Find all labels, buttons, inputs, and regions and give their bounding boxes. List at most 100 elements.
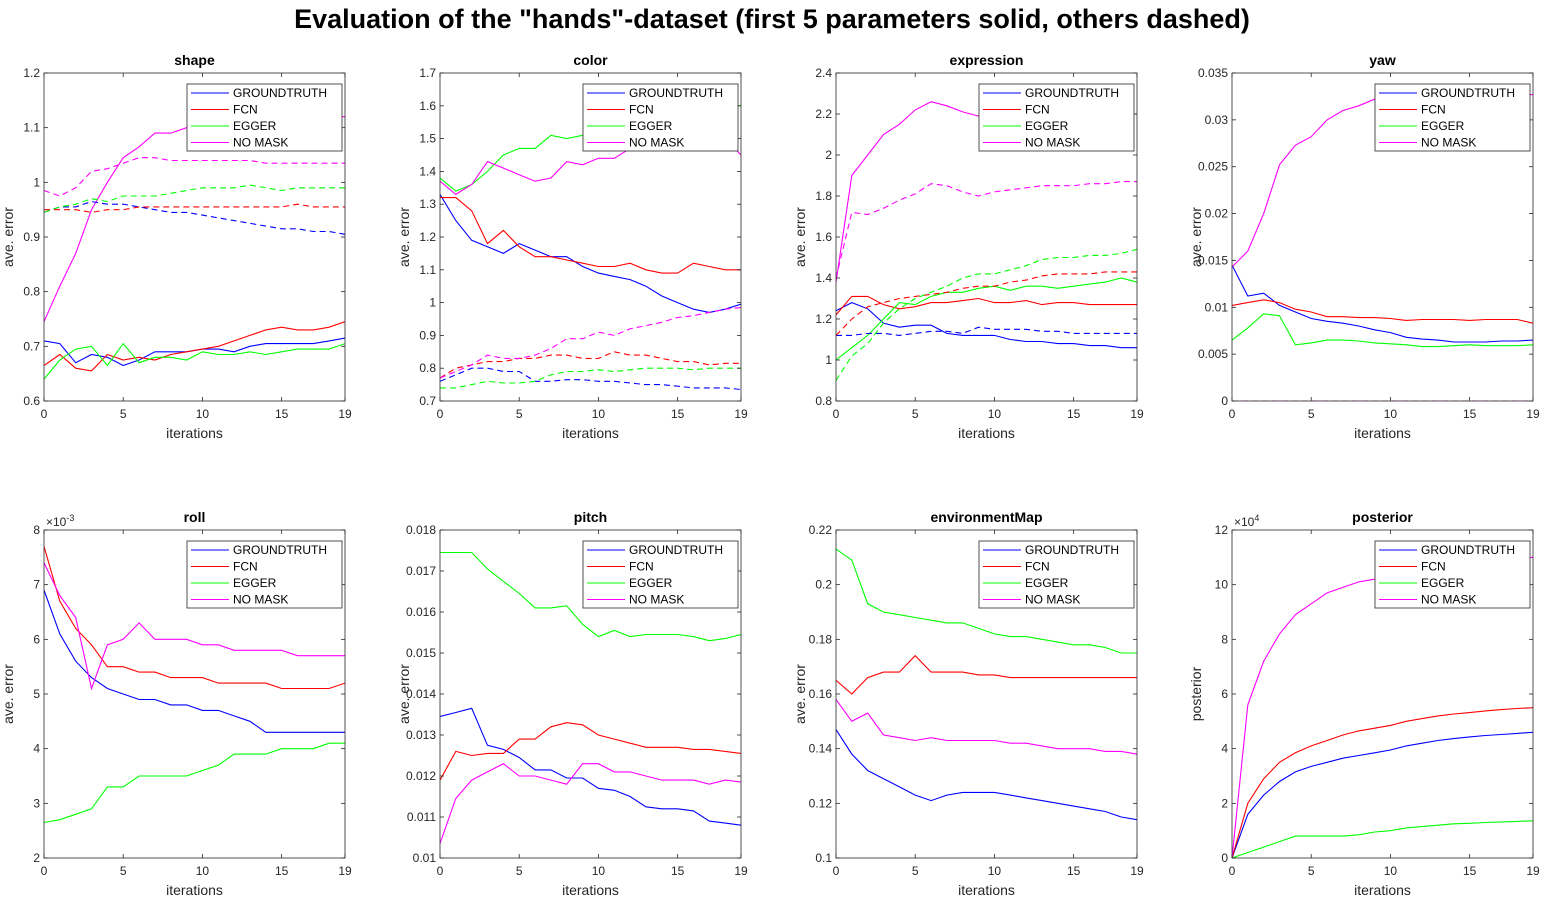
subplot-environmentMap: 0 5 10 15 19 0.1 0.12 0.14 0.16 0.18 0.2 0.22 enviro… <box>792 509 1144 898</box>
y-tick-label: 1.8 <box>815 189 832 203</box>
series-line-groundtruth-solid <box>440 707 741 826</box>
y-tick-label: 0.03 <box>1205 113 1229 127</box>
legend-label: GROUNDTRUTH <box>233 86 327 100</box>
y-axis-label: ave. error <box>396 664 412 724</box>
y-tick-label: 0.8 <box>419 361 436 375</box>
y-tick-label: 4 <box>33 742 40 756</box>
x-tick-label: 19 <box>1130 864 1144 878</box>
y-tick-label: 2 <box>33 851 40 865</box>
series-line-groundtruth-solid <box>1232 264 1533 343</box>
y-tick-label: 1.3 <box>419 197 436 211</box>
x-axis-label: iterations <box>958 425 1015 441</box>
x-tick-label: 5 <box>1308 407 1315 421</box>
legend-box <box>978 83 1135 152</box>
series-line-fcn-solid <box>44 546 345 690</box>
legend-label: NO MASK <box>629 593 684 607</box>
series-line-fcn-solid <box>1232 299 1533 324</box>
series-line-fcn-solid <box>1232 707 1533 858</box>
y-tick-label: 0.011 <box>407 810 436 824</box>
series-line-groundtruth-solid <box>836 729 1137 821</box>
x-tick-label: 0 <box>437 407 444 421</box>
x-tick-label: 10 <box>592 864 606 878</box>
x-tick-label: 5 <box>120 407 127 421</box>
subplot-title: expression <box>950 52 1024 68</box>
y-tick-label: 0.8 <box>815 394 832 408</box>
y-tick-label: 0.7 <box>23 339 40 353</box>
legend-label: EGGER <box>1421 119 1465 133</box>
legend-label: NO MASK <box>1421 136 1476 150</box>
x-tick-label: 19 <box>1526 864 1540 878</box>
y-tick-label: 0.035 <box>1198 66 1228 80</box>
subplot-title: roll <box>184 509 206 525</box>
x-tick-label: 15 <box>671 864 685 878</box>
series-line-no-mask-dashed <box>44 157 345 197</box>
x-axis-label: iterations <box>1354 425 1411 441</box>
legend-box <box>186 83 343 152</box>
y-tick-label: 1.6 <box>419 99 436 113</box>
series-line-egger-solid <box>836 277 1137 361</box>
y-tick-label: 5 <box>33 687 40 701</box>
x-axis-label: iterations <box>562 882 619 898</box>
y-tick-label: 0.01 <box>413 851 437 865</box>
x-tick-label: 10 <box>592 407 606 421</box>
legend-label: EGGER <box>1421 576 1465 590</box>
x-tick-label: 5 <box>516 864 523 878</box>
y-tick-label: 0.013 <box>406 728 436 742</box>
x-tick-label: 10 <box>1384 407 1398 421</box>
x-tick-label: 10 <box>1384 864 1398 878</box>
legend-label: GROUNDTRUTH <box>1421 543 1515 557</box>
subplot-title: yaw <box>1369 52 1396 68</box>
x-tick-label: 0 <box>833 864 840 878</box>
y-tick-label: 0.005 <box>1198 347 1228 361</box>
y-tick-label: 0.015 <box>406 646 436 660</box>
subplot-title: posterior <box>1352 509 1413 525</box>
y-tick-label: 0 <box>1221 851 1228 865</box>
x-tick-label: 0 <box>41 407 48 421</box>
legend: GROUNDTRUTH FCN EGGER NO MASK <box>978 83 1135 152</box>
x-axis-label: iterations <box>958 882 1015 898</box>
y-tick-label: 1 <box>429 296 436 310</box>
x-tick-label: 5 <box>120 864 127 878</box>
subplot-shape: 0 5 10 15 19 0.6 0.7 0.8 0.9 1 1.1 1.2 shape iteratio… <box>0 52 352 441</box>
legend-label: EGGER <box>233 119 277 133</box>
legend: GROUNDTRUTH FCN EGGER NO MASK <box>582 83 739 152</box>
y-tick-label: 2 <box>825 148 832 162</box>
x-tick-label: 15 <box>1463 864 1477 878</box>
y-tick-label: 8 <box>33 523 40 537</box>
series-line-no-mask-solid <box>836 699 1137 755</box>
series-line-no-mask-dashed <box>836 181 1137 279</box>
y-tick-label: 0.015 <box>1198 253 1228 267</box>
series-line-egger-dashed <box>44 184 345 213</box>
y-tick-label: 4 <box>1221 742 1228 756</box>
y-tick-label: 0.016 <box>406 605 436 619</box>
series-line-fcn-dashed <box>440 351 741 379</box>
y-tick-label: 0.6 <box>23 394 40 408</box>
series-group <box>836 548 1137 821</box>
y-tick-label: 1.7 <box>419 66 436 80</box>
y-axis-label: posterior <box>1188 666 1204 721</box>
subplot-expression: 0 5 10 15 19 0.8 1 1.2 1.4 1.6 1.8 2 2.2 2.4 expressio… <box>792 52 1144 441</box>
series-line-egger-dashed <box>440 367 741 389</box>
subplot-title: color <box>573 52 608 68</box>
y-scale-factor: ×10-3 <box>46 513 74 529</box>
legend-label: FCN <box>233 560 258 574</box>
legend-label: NO MASK <box>1025 593 1080 607</box>
subplot-posterior: 0 5 10 15 19 0 2 4 6 8 10 12 ×104 posterior iterations… <box>1188 509 1540 898</box>
x-tick-label: 0 <box>1229 864 1236 878</box>
y-axis-label: ave. error <box>792 664 808 724</box>
y-axis-label: ave. error <box>0 207 16 267</box>
y-tick-label: 1.2 <box>815 312 832 326</box>
series-line-fcn-solid <box>836 654 1137 695</box>
y-tick-label: 1 <box>33 175 40 189</box>
y-axis-label: ave. error <box>1188 207 1204 267</box>
legend-label: EGGER <box>629 576 673 590</box>
legend-box <box>186 540 343 609</box>
subplot-title: shape <box>174 52 215 68</box>
series-line-fcn-dashed <box>44 203 345 213</box>
y-tick-label: 1.1 <box>23 121 40 135</box>
legend-label: EGGER <box>629 119 673 133</box>
legend-label: NO MASK <box>1025 136 1080 150</box>
legend-label: FCN <box>1421 103 1446 117</box>
y-tick-label: 2.4 <box>815 66 832 80</box>
